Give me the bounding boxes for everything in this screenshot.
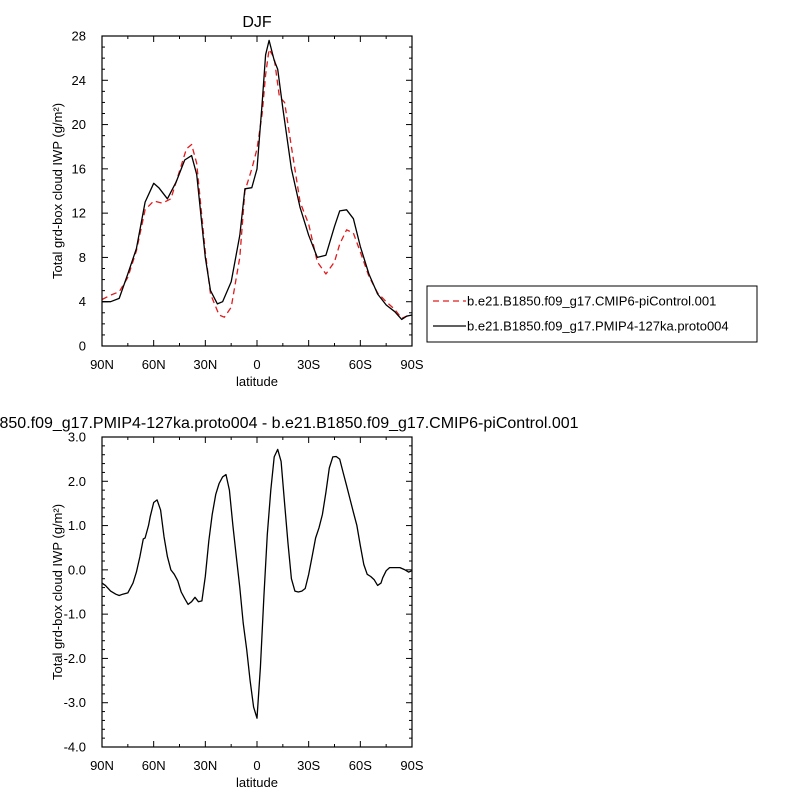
- djf-y-tick-label: 12: [72, 206, 86, 221]
- diff-y-tick-label: -3.0: [64, 695, 86, 710]
- diff-y-tick-label: 0.0: [68, 562, 86, 577]
- diff-x-tick-label: 30N: [193, 758, 217, 773]
- djf-x-tick-label: 90S: [400, 357, 423, 372]
- diff-series-line-0: [101, 448, 413, 719]
- djf-series-line-1: [102, 39, 413, 321]
- diff-x-tick-label: 90N: [90, 758, 114, 773]
- djf-y-tick-label: 0: [79, 339, 86, 354]
- diff-plot-frame: [101, 436, 413, 748]
- panel-djf: DJF 90N 60N 30N 0 30S 60S 90S 0 4 8 12 16 20 24 28 latit…: [50, 14, 424, 389]
- djf-y-tick-label: 4: [79, 294, 86, 309]
- djf-y-tick-label: 28: [72, 29, 86, 44]
- djf-x-tick-label: 90N: [90, 357, 114, 372]
- legend-box: [426, 285, 758, 343]
- djf-x-tick-label: 0: [253, 357, 260, 372]
- panel-difference: b.e21.B1850.f09_g17.PMIP4-127ka.proto004…: [0, 415, 579, 790]
- diff-y-tick-label: -1.0: [64, 607, 86, 622]
- legend: b.e21.B1850.f09_g17.CMIP6-piControl.001b…: [426, 285, 758, 343]
- diff-y-tick-label: 1.0: [68, 518, 86, 533]
- diff-y-tick-label: 3.0: [68, 430, 86, 445]
- diff-y-tick-label: -2.0: [64, 651, 86, 666]
- diff-x-tick-label: 0: [253, 758, 260, 773]
- diff-title: b.e21.B1850.f09_g17.PMIP4-127ka.proto004…: [0, 415, 579, 432]
- legend-label-0: b.e21.B1850.f09_g17.CMIP6-piControl.001: [467, 294, 716, 309]
- diff-x-tick-label: 60S: [349, 758, 372, 773]
- legend-label-1: b.e21.B1850.f09_g17.PMIP4-127ka.proto004: [467, 319, 729, 334]
- djf-series-line-0: [101, 48, 413, 319]
- djf-y-tick-label: 24: [72, 73, 86, 88]
- diff-y-axis-label: Total grd-box cloud IWP (g/m²): [50, 504, 65, 680]
- djf-y-tick-label: 16: [72, 161, 86, 176]
- djf-x-tick-label: 30S: [297, 357, 320, 372]
- djf-x-axis-label: latitude: [236, 374, 278, 389]
- djf-y-tick-label: 20: [72, 117, 86, 132]
- diff-x-axis-label: latitude: [236, 775, 278, 790]
- diff-y-tick-label: 2.0: [68, 474, 86, 489]
- diff-x-tick-label: 30S: [297, 758, 320, 773]
- djf-plot-frame: [101, 35, 413, 347]
- djf-y-tick-label: 8: [79, 250, 86, 265]
- djf-title: DJF: [242, 14, 272, 31]
- djf-y-axis-label: Total grd-box cloud IWP (g/m²): [50, 103, 65, 279]
- diff-y-tick-label: -4.0: [64, 740, 86, 755]
- djf-x-tick-label: 60N: [142, 357, 166, 372]
- diff-x-tick-label: 90S: [400, 758, 423, 773]
- diff-x-tick-label: 60N: [142, 758, 166, 773]
- djf-x-tick-label: 30N: [193, 357, 217, 372]
- djf-x-tick-label: 60S: [349, 357, 372, 372]
